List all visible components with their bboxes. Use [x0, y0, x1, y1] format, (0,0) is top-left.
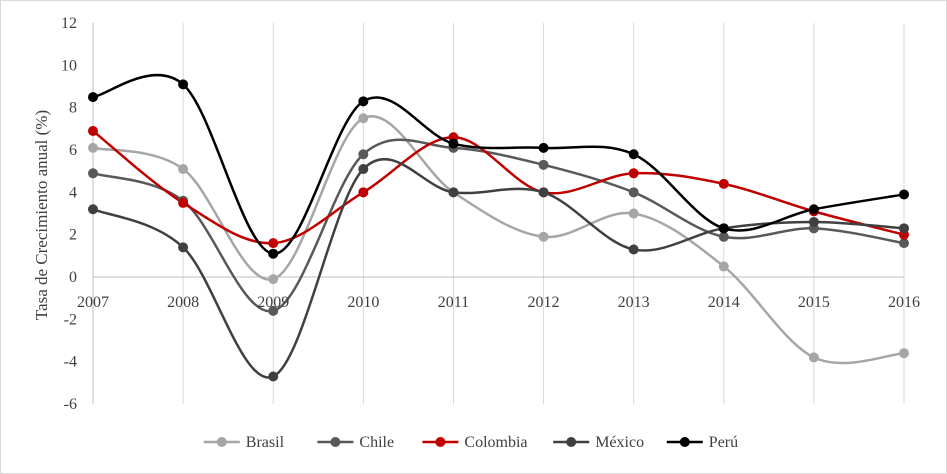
y-tick-label: 6 [69, 142, 77, 159]
legend: Brasil Chile Colombia México Perú [203, 434, 738, 451]
x-tick-label: 2012 [528, 294, 560, 311]
data-point-mexico [88, 204, 98, 215]
y-tick-label: -4 [64, 354, 77, 371]
legend-label-chile: Chile [359, 434, 394, 451]
data-point-peru [538, 142, 549, 153]
data-point-peru [899, 189, 909, 200]
x-tick-label: 2016 [888, 294, 920, 311]
data-point-colombia [718, 178, 729, 189]
data-point-peru [448, 138, 459, 149]
data-point-peru [718, 223, 729, 234]
data-point-mexico [268, 371, 279, 382]
y-tick-label: 8 [69, 100, 77, 117]
data-point-peru [268, 248, 279, 259]
data-point-brasil [538, 231, 549, 242]
data-point-colombia [358, 187, 369, 198]
data-point-peru [358, 96, 369, 107]
y-tick-label: -2 [64, 311, 77, 328]
y-tick-label: 0 [69, 269, 77, 286]
y-tick-label: -6 [64, 396, 77, 413]
series-line-colombia [92, 129, 905, 245]
data-point-brasil [808, 352, 819, 363]
data-point-peru [88, 92, 98, 103]
x-tick-label: 2014 [708, 294, 740, 311]
data-point-peru [628, 149, 639, 160]
data-point-brasil [358, 113, 369, 124]
data-point-colombia [268, 238, 279, 249]
x-tick-label: 2009 [257, 294, 289, 311]
data-point-mexico [808, 216, 819, 227]
data-point-brasil [718, 261, 729, 272]
data-point-chile [268, 305, 279, 316]
data-point-chile [88, 168, 98, 179]
legend-marker-colombia [435, 437, 446, 447]
series-line-chile [92, 138, 905, 313]
x-tick-label: 2007 [77, 294, 109, 311]
legend-marker-peru [679, 437, 690, 447]
data-point-chile [628, 187, 639, 198]
data-point-chile [358, 149, 369, 160]
data-point-mexico [178, 242, 189, 253]
legend-label-peru: Perú [709, 434, 738, 451]
data-point-chile [899, 238, 909, 249]
data-point-brasil [88, 142, 98, 153]
legend-marker-chile [330, 437, 341, 447]
data-point-mexico [628, 244, 639, 255]
legend-label-brasil: Brasil [246, 434, 285, 451]
y-axis-label: Tasa de Crecimiento anual (%) [32, 110, 51, 320]
data-point-colombia [628, 168, 639, 179]
y-tick-label: 4 [69, 184, 77, 201]
y-tick-label: 12 [61, 15, 77, 32]
data-point-mexico [358, 164, 369, 175]
data-point-chile [718, 231, 729, 242]
x-tick-label: 2010 [347, 294, 379, 311]
data-point-colombia [178, 197, 189, 208]
data-point-peru [178, 79, 189, 90]
data-point-brasil [899, 348, 909, 359]
data-point-mexico [538, 187, 549, 198]
data-point-brasil [628, 208, 639, 219]
data-point-chile [538, 159, 549, 170]
series-line-brasil [92, 115, 905, 365]
data-point-mexico [899, 223, 909, 234]
legend-label-colombia: Colombia [464, 434, 527, 451]
x-tick-label: 2011 [438, 294, 469, 311]
x-tick-label: 2013 [618, 294, 650, 311]
data-point-brasil [268, 274, 279, 285]
data-point-mexico [448, 187, 459, 198]
x-tick-label: 2015 [798, 294, 830, 311]
y-tick-label: 10 [61, 57, 77, 74]
x-tick-label: 2008 [167, 294, 199, 311]
tick-labels: -6 -4 -2 0 2 4 6 8 10 12 2007 2008 2009 2010 2011 2012 2… [61, 15, 920, 413]
data-point-colombia [88, 125, 98, 136]
legend-marker-brasil [216, 437, 227, 447]
y-tick-label: 2 [69, 227, 77, 244]
legend-label-mexico: México [595, 434, 644, 451]
data-point-brasil [178, 164, 189, 175]
legend-marker-mexico [566, 437, 577, 447]
series-points [88, 79, 909, 382]
data-point-peru [808, 204, 819, 215]
